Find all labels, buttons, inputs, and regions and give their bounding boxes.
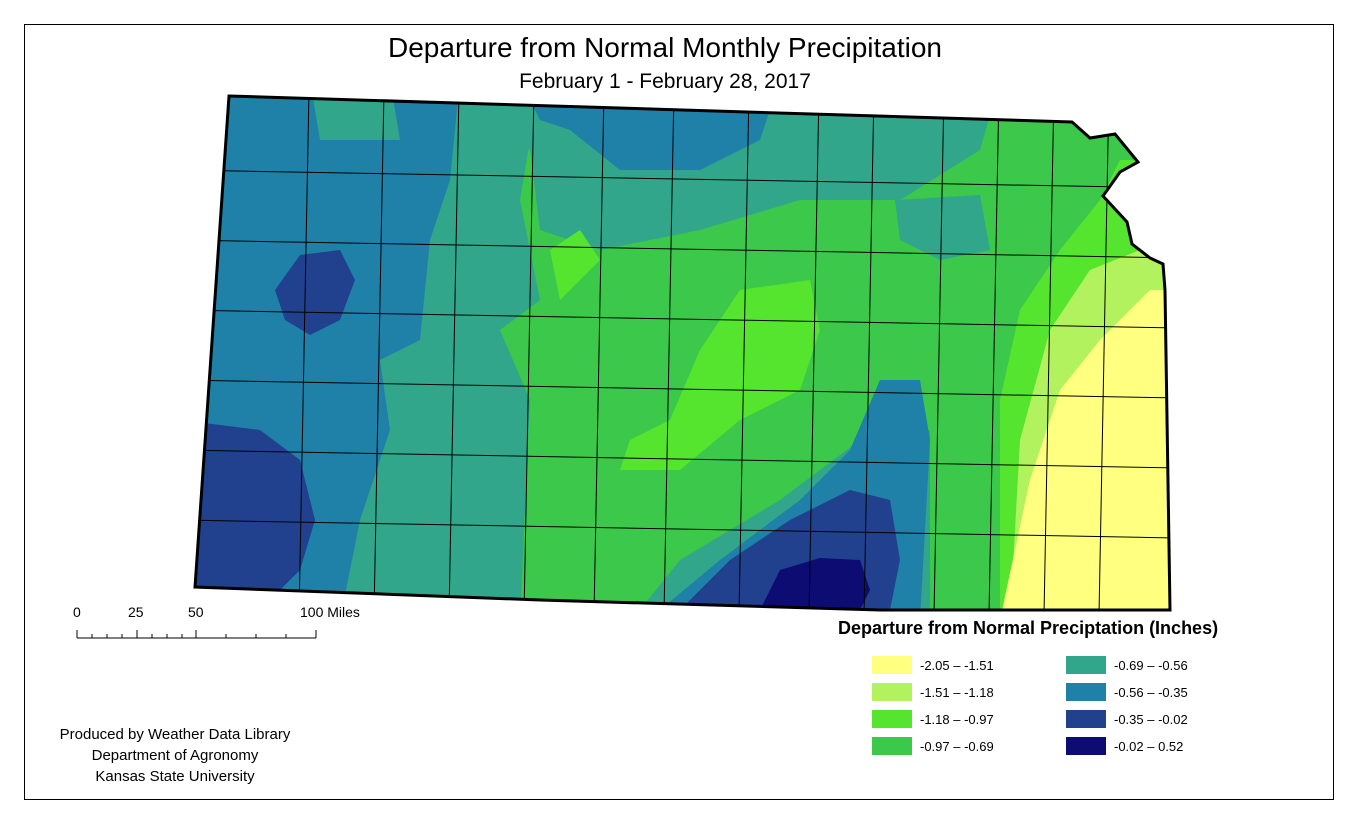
zone-035-002-west-blob — [275, 250, 355, 335]
legend-swatch — [872, 656, 912, 674]
credit-line-1: Produced by Weather Data Library — [59, 726, 291, 743]
legend-item: -0.02 – 0.52 — [1066, 736, 1183, 756]
county-line — [298, 96, 310, 610]
credit-line-2: Department of Agronomy — [91, 747, 259, 764]
legend-item: -0.97 – -0.69 — [872, 736, 994, 756]
county-line — [863, 96, 875, 610]
legend-swatch — [872, 683, 912, 701]
zone-069-056-ne — [895, 195, 990, 260]
county-line — [195, 449, 1170, 469]
legend-item: -2.05 – -1.51 — [872, 655, 994, 675]
county-line — [195, 379, 1170, 399]
county-line — [448, 96, 460, 610]
legend-swatch — [1066, 683, 1106, 701]
legend-label: -0.35 – -0.02 — [1114, 711, 1188, 727]
county-line — [373, 96, 385, 610]
legend-label: -1.18 – -0.97 — [920, 711, 994, 727]
legend-label: -0.97 – -0.69 — [920, 738, 994, 754]
zone-035-002-sw — [195, 420, 315, 600]
zone-002-052 — [760, 558, 870, 610]
legend-label: -0.56 – -0.35 — [1114, 684, 1188, 700]
legend-item: -1.18 – -0.97 — [872, 709, 994, 729]
zone-118-097-b — [620, 280, 820, 470]
county-line — [933, 96, 945, 610]
scale-bar: 0 25 50 100 Miles — [60, 604, 360, 644]
legend-label: -0.02 – 0.52 — [1114, 738, 1184, 754]
legend-label: -0.69 – -0.56 — [1114, 657, 1188, 673]
legend-swatch — [1066, 656, 1106, 674]
map-title: Departure from Normal Monthly Precipitat… — [388, 32, 942, 63]
legend-label: -1.51 – -1.18 — [920, 684, 994, 700]
county-line — [195, 239, 1170, 259]
legend-swatch — [872, 710, 912, 728]
legend-item: -0.35 – -0.02 — [1066, 709, 1188, 729]
legend-swatch — [1066, 710, 1106, 728]
credit-line-3: Kansas State University — [95, 768, 255, 785]
legend-item: -0.56 – -0.35 — [1066, 682, 1188, 702]
county-boundaries — [195, 96, 1170, 610]
legend-item: -0.69 – -0.56 — [1066, 655, 1188, 675]
county-line — [663, 96, 675, 610]
county-line — [1043, 96, 1055, 610]
county-line — [195, 309, 1170, 329]
county-line — [523, 96, 535, 610]
legend-swatch — [1066, 737, 1106, 755]
precipitation-zones — [195, 96, 1170, 610]
map-frame — [24, 24, 1334, 800]
scale-label-0: 0 — [73, 604, 81, 620]
legend-swatch — [872, 737, 912, 755]
scale-label-100: 100 Miles — [300, 604, 360, 620]
county-line — [988, 96, 1000, 610]
legend-item: -1.51 – -1.18 — [872, 682, 994, 702]
map-subtitle: February 1 - February 28, 2017 — [519, 70, 811, 93]
credit-block: Produced by Weather Data Library Departm… — [30, 724, 320, 787]
scale-ruler — [76, 630, 317, 639]
county-line — [195, 169, 1170, 189]
legend-label: -2.05 – -1.51 — [920, 657, 994, 673]
kansas-state-border — [193, 94, 1172, 612]
scale-label-25: 25 — [128, 604, 144, 620]
legend-title: Departure from Normal Preciptation (Inch… — [838, 618, 1219, 638]
county-line — [1098, 96, 1110, 610]
county-line — [195, 519, 1170, 539]
scale-label-50: 50 — [188, 604, 204, 620]
county-line — [738, 96, 750, 610]
county-line — [808, 96, 820, 610]
